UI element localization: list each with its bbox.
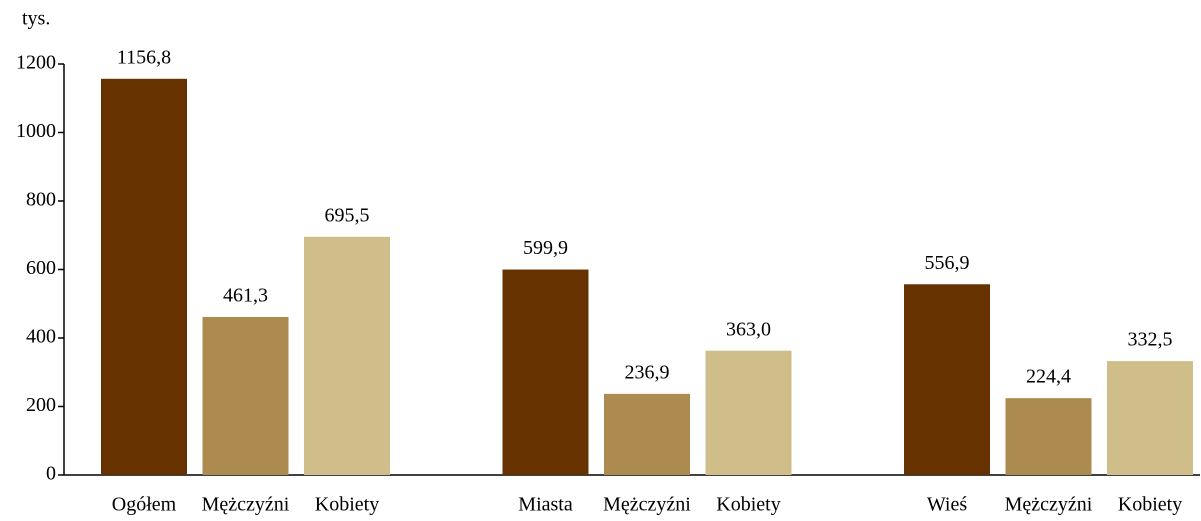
value-label: 1156,8	[117, 46, 171, 68]
value-label: 556,9	[925, 252, 970, 274]
bar	[202, 317, 289, 475]
value-label: 236,9	[625, 361, 670, 383]
value-label: 332,5	[1128, 329, 1173, 351]
y-tick-label: 600	[26, 257, 56, 279]
x-tick-label: Mężczyźni	[603, 494, 691, 516]
value-label: 695,5	[325, 204, 370, 226]
y-tick-label: 400	[26, 326, 56, 348]
bar	[101, 78, 187, 476]
x-tick-label: Kobiety	[315, 494, 379, 516]
bar	[904, 284, 990, 475]
value-label: 461,3	[223, 285, 268, 307]
bar	[502, 269, 589, 475]
y-tick-label: 1200	[16, 52, 56, 74]
y-tick-label: 200	[26, 394, 56, 416]
bar	[304, 236, 390, 475]
y-axis-label: tys.	[22, 8, 50, 30]
x-tick-label: Mężczyźni	[1005, 494, 1093, 516]
bar	[1107, 361, 1193, 475]
x-tick-label: Mężczyźni	[202, 494, 290, 516]
x-tick-label: Kobiety	[1118, 494, 1182, 516]
bar	[604, 393, 690, 475]
value-label: 599,9	[523, 237, 568, 259]
y-tick-label: 0	[46, 463, 56, 485]
value-label: 363,0	[726, 318, 771, 340]
y-tick-label: 800	[26, 189, 56, 211]
value-label: 224,4	[1026, 366, 1071, 388]
bar	[705, 350, 792, 475]
y-tick-label: 1000	[16, 120, 56, 142]
x-tick-label: Wieś	[927, 494, 968, 516]
x-tick-label: Miasta	[518, 494, 573, 516]
x-tick-label: Kobiety	[716, 494, 780, 516]
x-tick-label: Ogółem	[112, 494, 177, 516]
bar	[1005, 398, 1092, 475]
